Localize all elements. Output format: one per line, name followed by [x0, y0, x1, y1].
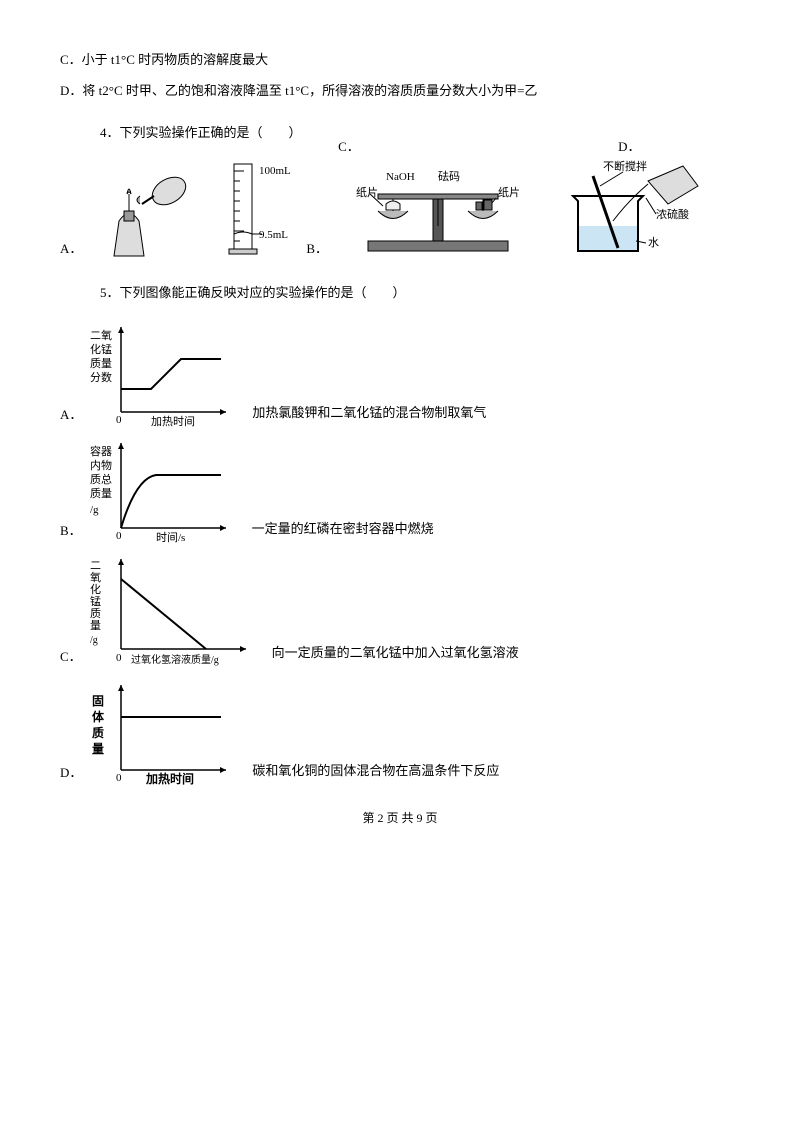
q5-option-c: C． 二 氧 化 锰 质 量 /g 0 过氧化氢溶液质量/g 向一定质量的二氧化…: [60, 549, 740, 669]
svg-text:质量: 质量: [90, 487, 112, 500]
q5-c-label: C．: [60, 646, 82, 665]
svg-text:体: 体: [92, 709, 105, 724]
previous-option-c: C．小于 t1°C 时丙物质的溶解度最大: [60, 48, 740, 71]
cylinder-top-label: 100mL: [259, 165, 291, 177]
paper1-label: 纸片: [356, 186, 378, 199]
q4-option-b: 100mL 9.5mL B．: [214, 156, 328, 261]
svg-text:0: 0: [116, 530, 122, 542]
svg-text:0: 0: [116, 414, 122, 426]
dilute-acid-icon: 不断搅拌 浓硫酸 水: [548, 156, 708, 261]
q5-d-label: D．: [60, 762, 82, 781]
svg-text:/g: /g: [90, 504, 99, 516]
chart-a-icon: 二氧 化锰 质量 分数 0 加热时间: [86, 317, 236, 427]
svg-text:质: 质: [92, 725, 104, 740]
chart-a-yline1: 二氧: [90, 328, 112, 342]
stir-label: 不断搅拌: [603, 159, 647, 173]
q4-option-a: A．: [60, 166, 204, 261]
chart-c-xlabel: 过氧化氢溶液质量/g: [131, 653, 219, 666]
q4-d-label: D．: [618, 136, 640, 155]
weight-label: 砝码: [438, 169, 460, 183]
chart-a-yline3: 质量: [90, 357, 112, 370]
svg-text:/g: /g: [90, 635, 98, 646]
svg-text:化: 化: [90, 582, 101, 596]
svg-text:量: 量: [90, 619, 101, 632]
q5-b-label: B．: [60, 520, 82, 539]
svg-text:氧: 氧: [90, 570, 101, 584]
q4-option-d: D． 不断搅拌 浓硫酸 水: [548, 156, 708, 261]
q4-stem: 4．下列实验操作正确的是（ ）: [100, 121, 740, 144]
q4-option-c: C． NaOH 纸片 砝码 纸片: [338, 156, 538, 261]
chart-b-xlabel: 时间/s: [156, 531, 185, 543]
svg-text:内物: 内物: [90, 458, 112, 472]
svg-text:质: 质: [90, 607, 101, 620]
q5-option-d: D． 固 体 质 量 0 加热时间 碳和氧化铜的固体混合物在高温条件下反应: [60, 675, 740, 785]
svg-text:二: 二: [90, 560, 101, 572]
previous-option-d: D．将 t2°C 时甲、乙的饱和溶液降温至 t1°C，所得溶液的溶质质量分数大小…: [60, 79, 740, 102]
chart-a-yline2: 化锰: [90, 342, 112, 356]
alcohol-lamp-icon: [84, 166, 204, 261]
svg-text:0: 0: [116, 772, 122, 784]
svg-text:量: 量: [92, 742, 104, 756]
q4-options: A．: [60, 156, 740, 261]
chart-b-icon: 容器 内物 质总 质量 /g 0 时间/s: [86, 433, 236, 543]
svg-text:0: 0: [116, 652, 122, 664]
q4-b-label: B．: [306, 238, 328, 257]
svg-text:容器: 容器: [90, 444, 112, 458]
chart-d-icon: 固 体 质 量 0 加热时间: [86, 675, 236, 785]
q5-d-desc: 碳和氧化铜的固体混合物在高温条件下反应: [252, 760, 499, 779]
water-label: 水: [648, 236, 659, 249]
q5-option-b: B． 容器 内物 质总 质量 /g 0 时间/s 一定量的红磷在密封容器中燃烧: [60, 433, 740, 543]
q5-stem: 5．下列图像能正确反映对应的实验操作的是（ ）: [100, 281, 740, 304]
page-footer: 第 2 页 共 9 页: [60, 809, 740, 826]
svg-text:固: 固: [92, 694, 104, 708]
q4-a-label: A．: [60, 238, 82, 257]
page: C．小于 t1°C 时丙物质的溶解度最大 D．将 t2°C 时甲、乙的饱和溶液降…: [0, 0, 800, 846]
chart-d-xlabel: 加热时间: [145, 771, 194, 785]
q5-option-a: A． 二氧 化锰 质量 分数 0 加热时间 加热氯酸钾和二氧化锰的混合物制取氧气: [60, 317, 740, 427]
chart-a-xlabel: 加热时间: [151, 415, 195, 427]
q5-b-desc: 一定量的红磷在密封容器中燃烧: [252, 518, 434, 537]
q5-a-label: A．: [60, 404, 82, 423]
acid-label: 浓硫酸: [656, 207, 689, 221]
svg-text:锰: 锰: [90, 594, 101, 608]
chart-c-icon: 二 氧 化 锰 质 量 /g 0 过氧化氢溶液质量/g: [86, 549, 256, 669]
q5-c-desc: 向一定质量的二氧化锰中加入过氧化氢溶液: [272, 642, 519, 661]
q5-a-desc: 加热氯酸钾和二氧化锰的混合物制取氧气: [252, 402, 486, 421]
cylinder-read-label: 9.5mL: [259, 229, 288, 241]
paper2-label: 纸片: [498, 186, 520, 199]
balance-scale-icon: NaOH 纸片 砝码 纸片: [338, 156, 538, 261]
naoh-label: NaOH: [386, 171, 415, 183]
q4-c-label: C．: [338, 136, 360, 155]
svg-text:质总: 质总: [90, 472, 112, 486]
chart-a-yline4: 分数: [90, 371, 112, 384]
graduated-cylinder-icon: 100mL 9.5mL: [214, 156, 304, 261]
